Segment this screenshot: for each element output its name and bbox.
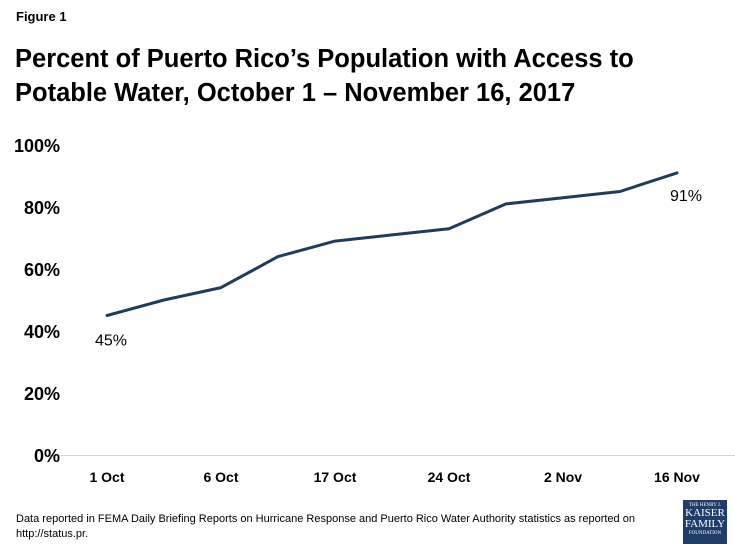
data-line (105, 171, 679, 317)
logo-line2: KAISER (685, 507, 725, 519)
data-label: 91% (670, 188, 702, 205)
kff-logo: THE HENRY J. KAISER FAMILY FOUNDATION (683, 500, 727, 544)
chart-title: Percent of Puerto Rico’s Population with… (15, 45, 634, 107)
y-tick-label: 40% (24, 322, 60, 342)
y-tick-label: 60% (24, 260, 60, 280)
y-tick-label: 80% (24, 198, 60, 218)
y-tick-label: 100% (14, 136, 60, 156)
line-chart: 0% 20% 40% 60% 80% 100% 1 Oct 6 Oct 17 Oct 24 Oct… (14, 136, 735, 485)
figure-label: Figure 1 (16, 9, 67, 24)
logo-line3: FAMILY (684, 518, 726, 530)
x-tick-label: 2 Nov (544, 469, 582, 485)
logo-line4: FOUNDATION (688, 531, 722, 536)
footnote: Data reported in FEMA Daily Briefing Rep… (16, 513, 635, 540)
x-tick-label: 24 Oct (428, 469, 471, 485)
x-tick-label: 1 Oct (89, 469, 124, 485)
x-tick-label: 17 Oct (314, 469, 357, 485)
y-tick-label: 20% (24, 384, 60, 404)
data-label: 45% (95, 333, 127, 350)
y-tick-label: 0% (34, 446, 60, 466)
logo-line1: THE HENRY J. (688, 503, 722, 508)
x-tick-label: 16 Nov (654, 469, 700, 485)
x-tick-label: 6 Oct (203, 469, 238, 485)
